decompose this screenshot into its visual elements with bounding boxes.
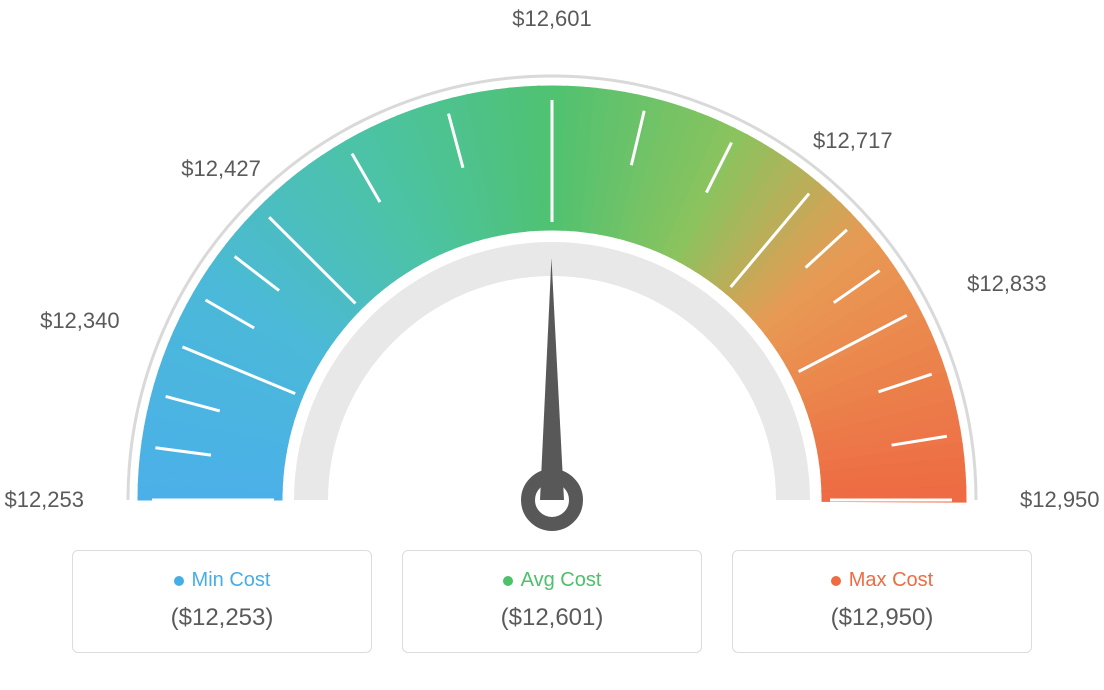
legend-value-avg: ($12,601) [413,604,691,632]
legend-value-min: ($12,253) [83,604,361,632]
gauge-tick-label: $12,340 [40,308,120,334]
legend-dot-avg [503,576,513,586]
legend-label-avg: Avg Cost [521,569,602,592]
legend-title-min: Min Cost [174,569,271,592]
legend-card-max: Max Cost ($12,950) [732,550,1032,653]
legend-dot-min [174,576,184,586]
legend-label-max: Max Cost [849,569,933,592]
gauge-container: $12,253 $12,340 $12,427 $12,601 $12,717 $12,8… [0,0,1104,540]
legend-title-max: Max Cost [831,569,933,592]
gauge-tick-label: $12,833 [967,271,1047,297]
gauge-tick-label: $12,601 [512,6,592,32]
legend-row: Min Cost ($12,253) Avg Cost ($12,601) Ma… [0,550,1104,653]
legend-card-avg: Avg Cost ($12,601) [402,550,702,653]
gauge-tick-label: $12,717 [813,128,893,154]
legend-label-min: Min Cost [192,569,271,592]
gauge-svg [0,0,1104,540]
legend-card-min: Min Cost ($12,253) [72,550,372,653]
legend-title-avg: Avg Cost [503,569,602,592]
gauge-tick-label: $12,950 [1020,487,1100,513]
gauge-tick-label: $12,253 [4,487,84,513]
gauge-tick-label: $12,427 [181,156,261,182]
legend-value-max: ($12,950) [743,604,1021,632]
legend-dot-max [831,576,841,586]
